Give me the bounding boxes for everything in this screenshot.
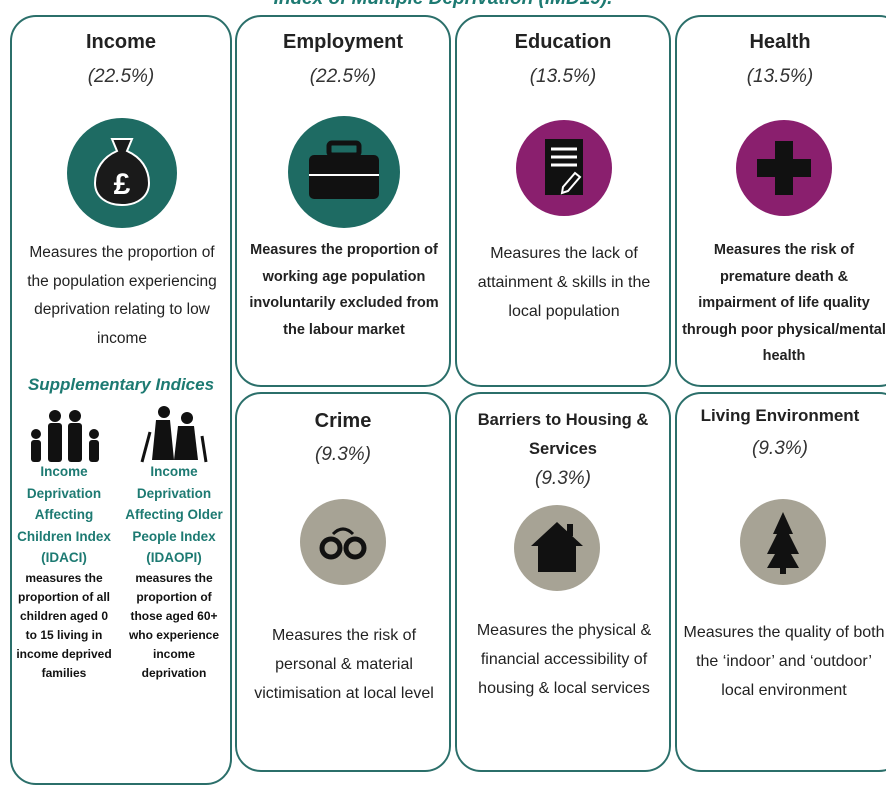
card-title: Income	[85, 31, 157, 53]
card-weight: (22.5%)	[87, 66, 155, 87]
card-description: Measures the lack of attainment & skills…	[477, 245, 651, 320]
card-title: Education	[514, 31, 612, 53]
card-weight: (13.5%)	[746, 66, 814, 87]
item-name: Income Deprivation Affecting Older Peopl…	[125, 464, 223, 565]
card-crime: Crime (9.3%) Measures the risk of person…	[235, 392, 451, 772]
card-weight: (9.3%)	[535, 468, 591, 489]
education-icon	[516, 120, 612, 216]
housing-icon	[514, 505, 600, 591]
card-description: Measures the proportion of working age p…	[249, 242, 439, 338]
supplementary-item: Income Deprivation Affecting Children In…	[14, 461, 114, 683]
card-title: Barriers to Housing & Services	[477, 411, 649, 458]
card-weight: (13.5%)	[529, 66, 597, 87]
environment-icon	[740, 499, 826, 585]
card-description: Measures the physical & financial access…	[476, 622, 652, 697]
card-income: Income (22.5%) £ Measures the proportion…	[10, 15, 232, 785]
card-description: Measures the risk of personal & material…	[254, 627, 434, 702]
card-description: Measures the proportion of the populatio…	[27, 244, 217, 347]
card-housing: Barriers to Housing & Services (9.3%) Me…	[455, 392, 671, 772]
supplementary-item: Income Deprivation Affecting Older Peopl…	[120, 461, 228, 683]
people-icons	[31, 406, 208, 463]
card-education: Education (13.5%) Measures the lack of a…	[455, 15, 671, 387]
employment-icon	[288, 116, 400, 228]
income-icon: £	[67, 118, 177, 228]
health-icon	[736, 120, 832, 216]
crime-icon	[300, 499, 386, 585]
card-title: Health	[749, 31, 811, 53]
card-title: Living Environment	[700, 406, 860, 425]
item-description: measures the proportion of all children …	[16, 570, 112, 680]
card-description: Measures the quality of both the ‘indoor…	[683, 624, 885, 699]
card-health: Health (13.5%) Measures the risk of prem…	[675, 15, 886, 387]
page-title: Index of Multiple Deprivation (IMD19).	[0, 0, 886, 10]
svg-text:£: £	[114, 168, 131, 201]
card-environment: Living Environment (9.3%) Measures the q…	[675, 392, 886, 772]
card-employment: Employment (22.5%) Measures the proporti…	[235, 15, 451, 387]
supplementary-heading: Supplementary Indices	[27, 375, 215, 394]
card-description: Measures the risk of premature death & i…	[682, 242, 886, 364]
item-description: measures the proportion of those aged 60…	[128, 570, 220, 680]
card-title: Crime	[314, 410, 372, 432]
card-weight: (9.3%)	[315, 444, 371, 465]
card-title: Employment	[282, 31, 404, 53]
card-weight: (9.3%)	[752, 438, 808, 459]
item-name: Income Deprivation Affecting Children In…	[17, 464, 111, 565]
card-weight: (22.5%)	[309, 66, 377, 87]
